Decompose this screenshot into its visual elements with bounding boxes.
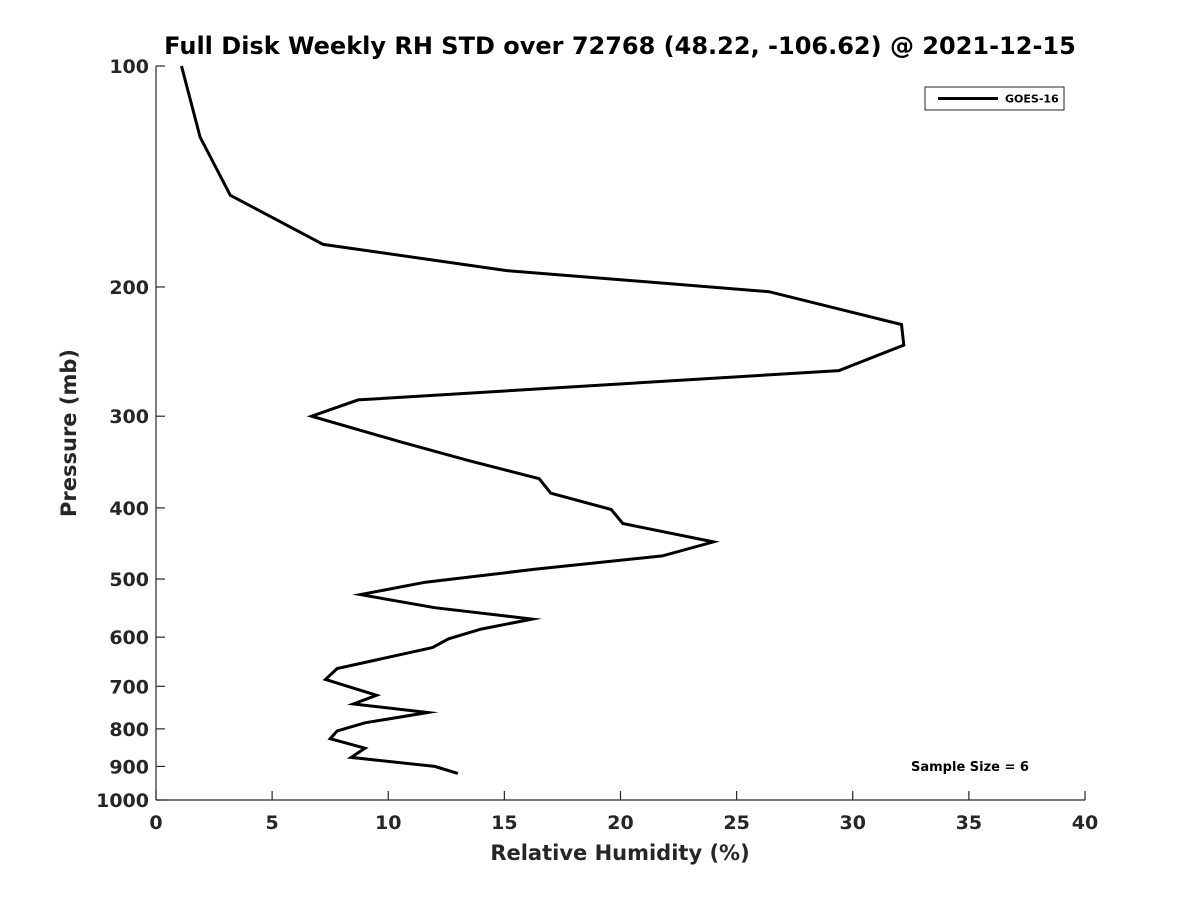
chart-title: Full Disk Weekly RH STD over 72768 (48.2…: [164, 32, 1076, 60]
x-tick-label: 25: [723, 812, 749, 834]
x-tick-label: 15: [491, 812, 517, 834]
y-axis-label: Pressure (mb): [57, 349, 81, 517]
x-axis-label: Relative Humidity (%): [490, 841, 749, 865]
y-tick-label: 600: [109, 627, 149, 649]
x-tick-label: 40: [1072, 812, 1098, 834]
axes: [155, 66, 1085, 801]
y-tick-label: 800: [109, 719, 149, 741]
x-tick-label: 30: [840, 812, 866, 834]
y-tick-label: 200: [109, 277, 149, 299]
legend: GOES-16: [924, 86, 1065, 111]
y-tick-label: 400: [109, 498, 149, 520]
x-ticks: 0 5 10 15 20 25 30 35 40: [149, 791, 1098, 834]
y-ticks: 100 200 300 400 500 600 700 800 900 1000: [96, 56, 165, 812]
y-tick-label: 900: [109, 756, 149, 778]
y-tick-label: 1000: [96, 790, 149, 812]
sample-size-annotation: Sample Size = 6: [911, 760, 1029, 775]
legend-label-goes-16: GOES-16: [1005, 93, 1059, 106]
x-tick-label: 0: [149, 812, 162, 834]
y-tick-label: 700: [109, 676, 149, 698]
y-tick-label: 500: [109, 569, 149, 591]
series-line-goes-16: [180, 65, 906, 775]
x-tick-label: 35: [956, 812, 982, 834]
x-tick-label: 20: [607, 812, 633, 834]
x-tick-label: 5: [266, 812, 279, 834]
x-tick-label: 10: [375, 812, 401, 834]
y-tick-label: 100: [109, 56, 149, 78]
y-tick-label: 300: [109, 406, 149, 428]
series-layer: [180, 65, 906, 775]
